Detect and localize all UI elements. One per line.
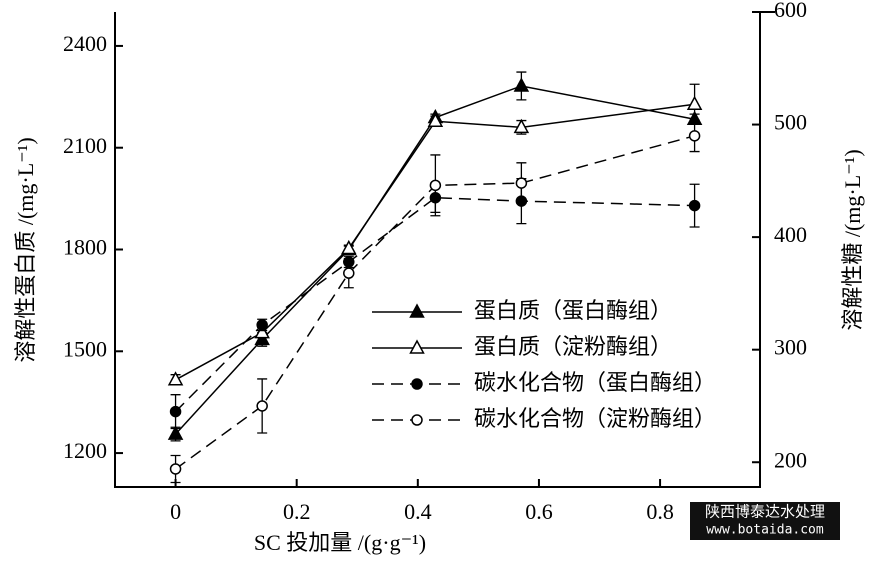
x-tick-label: 0.2 [283, 499, 311, 524]
marker [688, 199, 701, 212]
y2-tick-label: 200 [774, 447, 807, 472]
watermark-box [690, 502, 840, 540]
marker [515, 177, 528, 189]
legend-marker [411, 378, 423, 390]
marker [513, 118, 530, 134]
marker [169, 405, 182, 418]
marker [341, 239, 357, 255]
series-line [175, 85, 695, 435]
y2-tick-label: 600 [774, 0, 807, 22]
legend-label: 碳水化合物（淀粉酶组） [474, 407, 716, 432]
y-tick-label: 2100 [63, 133, 107, 158]
y2-tick-label: 400 [774, 222, 807, 247]
legend-marker [409, 303, 425, 318]
y2-axis-label: 溶解性糖 /(mg·L⁻¹) [840, 149, 865, 330]
legend-marker [409, 339, 425, 354]
marker [688, 130, 701, 142]
marker [169, 463, 182, 475]
series-line [175, 196, 695, 413]
x-axis-label: SC 投加量 /(g·g⁻¹) [254, 530, 426, 555]
y-tick-label: 1800 [63, 235, 107, 260]
y-tick-label: 1200 [63, 438, 107, 463]
marker [254, 330, 270, 346]
marker [167, 425, 184, 440]
y-tick-label: 2400 [63, 31, 107, 56]
y-axis-label: 溶解性蛋白质 /(mg·L⁻¹) [13, 137, 38, 362]
marker [256, 400, 268, 412]
marker [686, 95, 703, 111]
legend-label: 蛋白质（淀粉酶组） [474, 335, 672, 360]
y-tick-label: 1500 [63, 336, 107, 361]
x-tick-label: 0.4 [404, 499, 432, 524]
legend-label: 碳水化合物（蛋白酶组） [474, 371, 716, 396]
y2-tick-label: 500 [774, 110, 807, 135]
legend-marker [411, 414, 423, 426]
marker [513, 77, 530, 92]
y2-tick-label: 300 [774, 335, 807, 360]
marker [256, 319, 268, 331]
marker [343, 267, 355, 279]
marker [167, 371, 184, 386]
marker [427, 112, 444, 127]
marker [429, 179, 442, 192]
watermark-text: 陕西博泰达水处理 [705, 503, 825, 521]
legend-label: 蛋白质（蛋白酶组） [474, 299, 672, 324]
series-line [175, 103, 695, 381]
x-tick-label: 0 [170, 499, 181, 524]
marker [254, 324, 270, 339]
series-line [175, 135, 695, 470]
watermark-url: www.botaida.com [706, 523, 824, 538]
x-tick-label: 0.8 [646, 499, 674, 524]
x-tick-label: 0.6 [525, 499, 553, 524]
